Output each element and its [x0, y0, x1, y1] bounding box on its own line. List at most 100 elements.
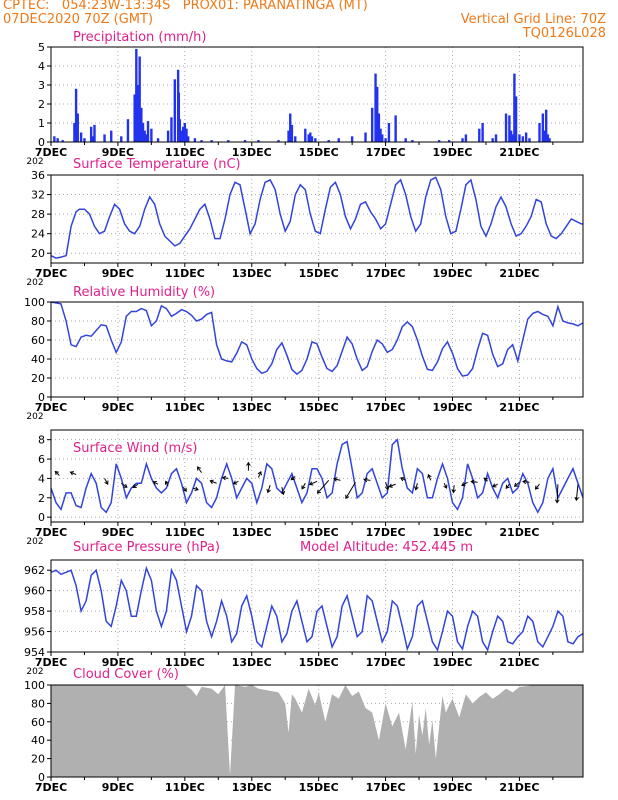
wind-vector-head — [483, 477, 488, 482]
x-tick-label: 15DEC — [299, 267, 339, 280]
wind-vector-head — [221, 475, 227, 481]
precip-bar — [481, 123, 484, 142]
wind-vector-head — [301, 485, 306, 490]
y-tick-label: 4 — [38, 60, 45, 73]
wind-vector — [556, 484, 559, 503]
year-label: 202 — [26, 157, 43, 167]
wind-vector — [514, 481, 520, 487]
wind-vector-head — [290, 476, 295, 481]
y-tick-label: 20 — [31, 247, 45, 260]
precip-bar — [379, 128, 382, 142]
x-tick-label: 13DEC — [232, 656, 272, 669]
precip-bar — [518, 134, 521, 142]
wind-vector-head — [316, 489, 322, 494]
wind-vector-head — [197, 466, 201, 471]
x-tick-label: 19DEC — [432, 401, 472, 414]
wind-vector-head — [534, 485, 539, 490]
panel-annotation: Model Altitude: 452.445 m — [300, 540, 473, 555]
wind-vector-head — [246, 461, 251, 466]
y-tick-label: 3 — [38, 79, 45, 92]
y-tick-label: 1 — [38, 117, 45, 130]
y-tick-label: 20 — [31, 372, 45, 385]
precip-bar — [543, 130, 546, 142]
x-tick-label: 15DEC — [299, 656, 339, 669]
x-tick-label: 15DEC — [299, 781, 339, 794]
precip-bar — [126, 119, 130, 142]
y-tick-label: 5 — [38, 41, 45, 54]
y-tick-label: 8 — [38, 434, 45, 447]
precip-bar — [135, 48, 138, 142]
precip-bar — [384, 138, 387, 142]
precip-bar — [307, 134, 310, 142]
precip-bar — [146, 121, 150, 142]
precip-bar — [143, 130, 146, 142]
y-tick-label: 962 — [24, 564, 45, 577]
precip-bar — [364, 132, 367, 142]
precip-bar — [186, 136, 190, 142]
precip-bar — [136, 85, 140, 142]
y-tick-label: 0 — [38, 771, 45, 784]
x-tick-label: 17DEC — [366, 401, 406, 414]
precip-bar — [509, 130, 513, 142]
precip-bar — [309, 132, 312, 142]
x-tick-label: 15DEC — [299, 146, 339, 159]
y-tick-label: 20 — [31, 753, 45, 766]
wind-vector — [427, 474, 432, 481]
precip-bar — [376, 86, 379, 142]
precip-bar — [528, 138, 531, 142]
precip-bar — [447, 140, 451, 142]
x-tick-label: 17DEC — [366, 781, 406, 794]
wind-vector-head — [257, 470, 262, 476]
precip-bar — [337, 138, 340, 142]
x-tick-label: 21DEC — [499, 656, 539, 669]
y-tick-label: 2 — [38, 492, 45, 505]
precip-bar — [371, 107, 374, 142]
wind-vector-head — [384, 485, 390, 491]
x-tick-label: 9DEC — [102, 781, 134, 794]
wind-vector — [333, 478, 341, 481]
y-tick-label: 960 — [24, 585, 45, 598]
precip-bar — [73, 123, 76, 142]
wind-vector-head — [333, 477, 338, 482]
y-tick-label: 956 — [24, 626, 45, 639]
y-tick-label: 80 — [31, 315, 45, 328]
x-tick-label: 13DEC — [232, 267, 272, 280]
series-line — [50, 565, 584, 652]
wind-vector — [471, 480, 478, 483]
wind-vector — [385, 482, 389, 490]
wind-vector-head — [308, 481, 314, 486]
header-model-code: TQ0126L028 — [522, 26, 606, 41]
precip-bar — [350, 136, 354, 142]
x-tick-label: 21DEC — [499, 146, 539, 159]
precip-bar — [243, 140, 247, 142]
wind-vector — [222, 477, 229, 479]
wind-vector — [132, 483, 139, 488]
series-line — [50, 176, 583, 259]
y-tick-label: 0 — [38, 136, 45, 149]
precip-bar — [544, 109, 548, 142]
precip-bar — [327, 140, 330, 142]
precip-bar — [514, 96, 518, 142]
y-tick-label: 954 — [24, 646, 45, 659]
wind-vector-head — [574, 496, 579, 502]
wind-vector-head — [427, 473, 432, 479]
wind-vector-head — [443, 484, 448, 489]
wind-vector — [345, 482, 356, 499]
panel-frame — [50, 174, 584, 264]
x-tick-label: 11DEC — [165, 401, 205, 414]
precip-bar — [173, 79, 176, 142]
panel-title: Cloud Cover (%) — [73, 667, 179, 682]
y-tick-label: 60 — [31, 716, 45, 729]
x-tick-label: 19DEC — [432, 656, 472, 669]
y-tick-label: 0 — [38, 511, 45, 524]
y-tick-label: 100 — [24, 296, 45, 309]
wind-vector — [281, 487, 284, 495]
wind-vector-head — [400, 477, 405, 482]
precip-bar — [541, 113, 545, 142]
wind-vector — [104, 478, 109, 485]
y-tick-label: 24 — [31, 228, 45, 241]
precip-bar — [491, 138, 494, 142]
x-tick-label: 7DEC — [35, 656, 67, 669]
wind-vector — [55, 471, 60, 476]
precip-bar — [56, 138, 59, 142]
